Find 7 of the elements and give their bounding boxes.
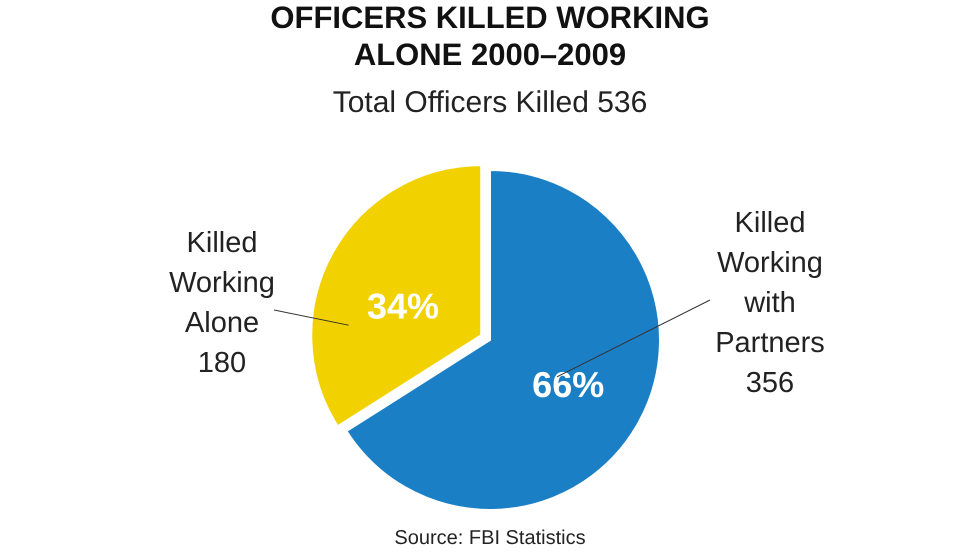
data-label: 66% [532, 364, 604, 406]
slice-label: Killed Working Alone 180 [169, 227, 275, 379]
slice-label: Killed Working with Partners 356 [715, 207, 825, 399]
data-label: 34% [366, 286, 440, 327]
chart-title: OFFICERS KILLED WORKING ALONE 2000–2009 [270, 0, 710, 72]
source-note: Source: FBI Statistics [394, 527, 586, 549]
chart-subtitle: Total Officers Killed 536 [332, 86, 648, 119]
